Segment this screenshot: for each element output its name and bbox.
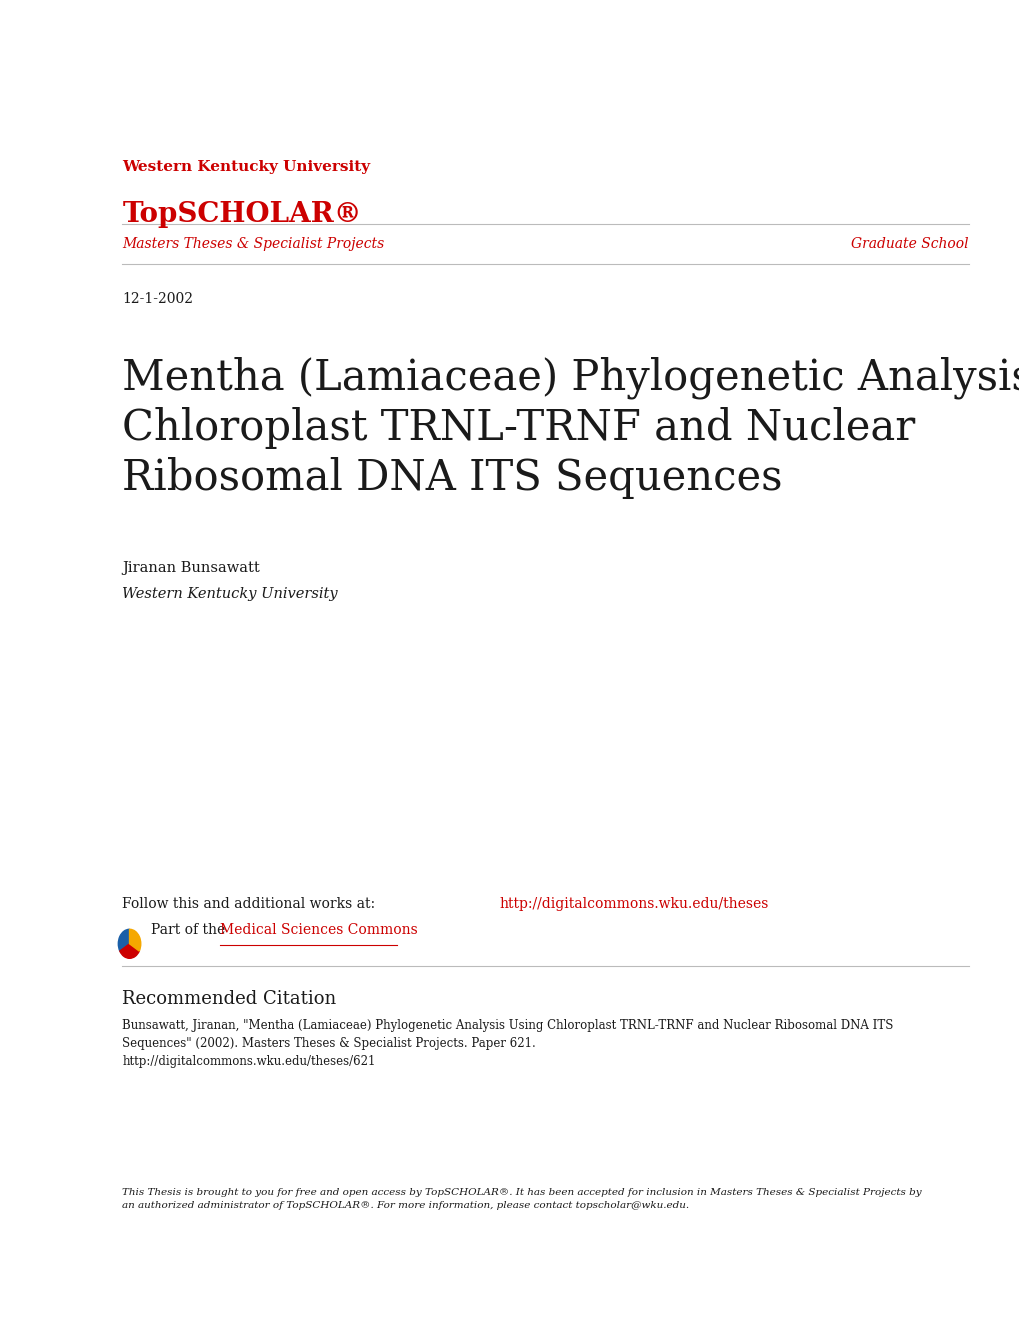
Text: Part of the: Part of the: [151, 923, 229, 937]
Text: Medical Sciences Commons: Medical Sciences Commons: [220, 923, 418, 937]
Text: This Thesis is brought to you for free and open access by TopSCHOLAR®. It has be: This Thesis is brought to you for free a…: [122, 1188, 921, 1209]
Text: Mentha (Lamiaceae) Phylogenetic Analysis Using
Chloroplast TRNL-TRNF and Nuclear: Mentha (Lamiaceae) Phylogenetic Analysis…: [122, 356, 1019, 499]
Text: Jiranan Bunsawatt: Jiranan Bunsawatt: [122, 561, 260, 576]
Text: Recommended Citation: Recommended Citation: [122, 990, 336, 1008]
Wedge shape: [118, 929, 129, 950]
Wedge shape: [119, 944, 140, 958]
Text: Bunsawatt, Jiranan, "Mentha (Lamiaceae) Phylogenetic Analysis Using Chloroplast : Bunsawatt, Jiranan, "Mentha (Lamiaceae) …: [122, 1019, 893, 1068]
Text: Graduate School: Graduate School: [851, 238, 968, 251]
Text: Masters Theses & Specialist Projects: Masters Theses & Specialist Projects: [122, 238, 384, 251]
Text: Western Kentucky University: Western Kentucky University: [122, 587, 337, 602]
Text: Western Kentucky University: Western Kentucky University: [122, 160, 370, 174]
Text: http://digitalcommons.wku.edu/theses: http://digitalcommons.wku.edu/theses: [499, 896, 768, 911]
Text: 12-1-2002: 12-1-2002: [122, 292, 194, 306]
Text: Follow this and additional works at:: Follow this and additional works at:: [122, 896, 379, 911]
Text: TopSCHOLAR®: TopSCHOLAR®: [122, 201, 362, 227]
Wedge shape: [129, 929, 141, 950]
